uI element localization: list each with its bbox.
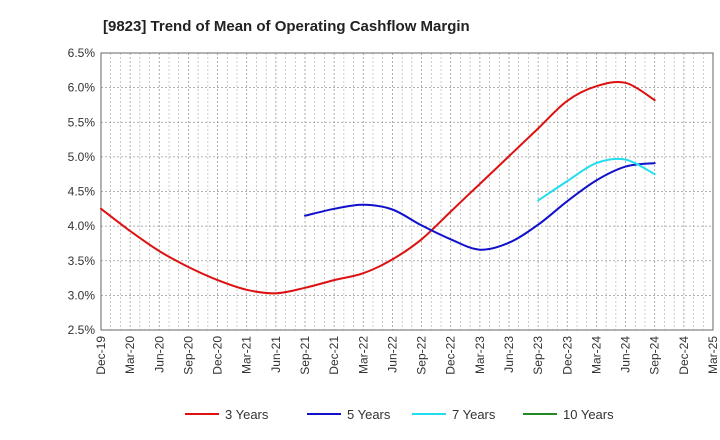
x-tick-label: Jun-21 bbox=[269, 336, 283, 373]
x-tick-label: Mar-22 bbox=[356, 336, 370, 374]
x-tick-label: Sep-23 bbox=[531, 336, 545, 375]
legend-label-5-years: 5 Years bbox=[347, 407, 391, 422]
y-tick-label: 6.0% bbox=[68, 81, 96, 95]
series-line-3-years bbox=[100, 80, 656, 295]
x-axis-tick-labels: Dec-19 Mar-20 Jun-20 Sep-20 Dec-20 Mar-21 Jun-… bbox=[94, 336, 720, 375]
x-tick-label: Sep-21 bbox=[298, 336, 312, 375]
x-tick-label: Sep-22 bbox=[415, 336, 429, 375]
y-tick-label: 3.5% bbox=[68, 254, 96, 268]
x-tick-label: Mar-25 bbox=[706, 336, 720, 374]
y-tick-label: 5.0% bbox=[68, 150, 96, 164]
x-tick-label: Mar-20 bbox=[123, 336, 137, 374]
y-tick-label: 6.5% bbox=[68, 46, 96, 60]
x-tick-label: Jun-20 bbox=[152, 336, 166, 373]
x-tick-label: Dec-20 bbox=[211, 336, 225, 375]
y-tick-label: 2.5% bbox=[68, 323, 96, 337]
x-tick-label: Dec-19 bbox=[94, 336, 108, 375]
x-tick-label: Jun-23 bbox=[502, 336, 516, 373]
series-lines bbox=[100, 80, 656, 295]
x-tick-label: Dec-22 bbox=[444, 336, 458, 375]
x-tick-label: Mar-24 bbox=[589, 336, 603, 374]
series-line-5-years bbox=[304, 162, 656, 251]
x-tick-label: Dec-21 bbox=[327, 336, 341, 375]
x-tick-label: Jun-24 bbox=[619, 336, 633, 373]
x-tick-label: Mar-23 bbox=[473, 336, 487, 374]
x-tick-label: Sep-20 bbox=[181, 336, 195, 375]
y-tick-label: 5.5% bbox=[68, 115, 96, 129]
x-tick-label: Dec-24 bbox=[677, 336, 691, 375]
legend: 3 Years 5 Years 7 Years 10 Years bbox=[185, 407, 614, 422]
legend-label-10-years: 10 Years bbox=[563, 407, 614, 422]
x-tick-label: Sep-24 bbox=[648, 336, 662, 375]
legend-label-7-years: 7 Years bbox=[452, 407, 496, 422]
series-line-7-years bbox=[537, 157, 656, 202]
y-tick-label: 4.5% bbox=[68, 185, 96, 199]
plot-area bbox=[100, 52, 714, 331]
legend-label-3-years: 3 Years bbox=[225, 407, 269, 422]
plot-border bbox=[100, 52, 714, 331]
chart-title: [9823] Trend of Mean of Operating Cashfl… bbox=[103, 18, 470, 35]
y-tick-label: 4.0% bbox=[68, 219, 96, 233]
y-axis-tick-labels: 2.5% 3.0% 3.5% 4.0% 4.5% 5.0% 5.5% 6.0% 6.5% bbox=[68, 46, 96, 337]
y-tick-label: 3.0% bbox=[68, 288, 96, 302]
x-tick-label: Mar-21 bbox=[240, 336, 254, 374]
x-tick-label: Dec-23 bbox=[560, 336, 574, 375]
x-tick-label: Jun-22 bbox=[385, 336, 399, 373]
